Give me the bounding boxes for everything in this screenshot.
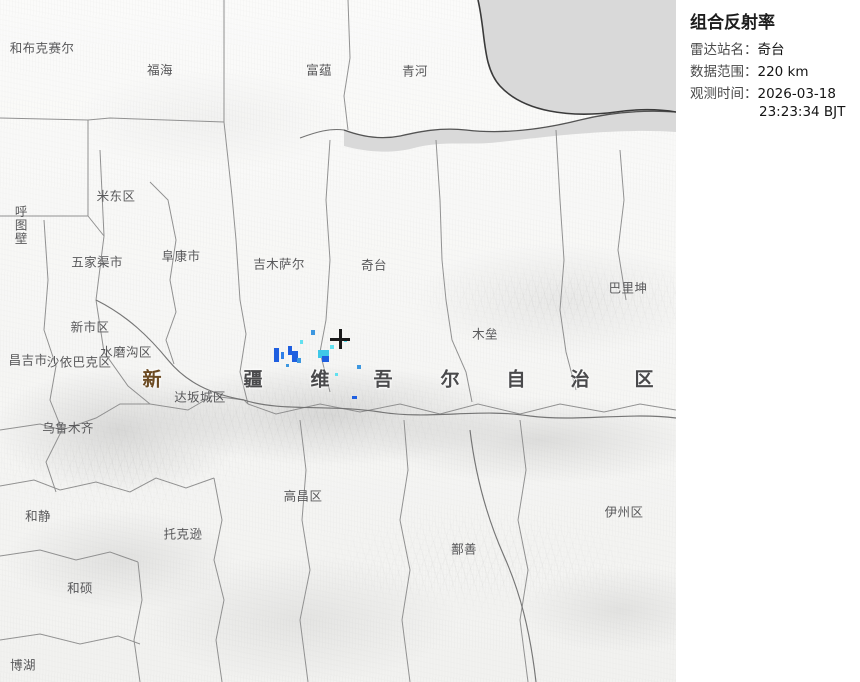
- radar-echo-cell: [274, 348, 279, 362]
- map-label: 和静: [25, 508, 51, 524]
- metadata-row: 数据范围：220 km: [690, 60, 809, 80]
- radar-echo-cell: [311, 330, 315, 335]
- map-label: 昌吉市: [8, 352, 48, 368]
- map-label: 乌鲁木齐: [42, 420, 94, 436]
- province-char: 自: [506, 368, 526, 391]
- province-char: 维: [310, 368, 330, 391]
- radar-echo-cell: [318, 350, 329, 358]
- map-label: 水磨沟区: [100, 344, 152, 360]
- map-label: 木垒: [472, 326, 498, 342]
- map-label: 新市区: [70, 319, 110, 335]
- map-label: 五家渠市: [71, 254, 123, 270]
- metadata-key: 观测时间：: [690, 86, 758, 102]
- map-label: 吉木萨尔: [253, 256, 305, 272]
- map-label: 鄯善: [451, 541, 477, 557]
- map-label: 米东区: [96, 188, 136, 204]
- radar-echo-cell: [330, 345, 334, 349]
- map-label: 伊州区: [604, 504, 644, 520]
- map-label: 托克逊: [163, 526, 203, 542]
- map-label: 福海: [147, 62, 173, 78]
- map-label: 呼图壁: [12, 204, 28, 246]
- radar-echo-cell: [281, 352, 284, 359]
- metadata-key: 雷达站名：: [690, 42, 758, 58]
- map-label: 博湖: [10, 657, 36, 673]
- map-label: 沙依巴克区: [46, 354, 112, 370]
- province-char: 区: [634, 368, 654, 391]
- map-label: 达坂城区: [174, 389, 226, 405]
- radar-echo-cell: [352, 396, 357, 399]
- province-char: 疆: [243, 368, 263, 391]
- radar-echo-cell: [286, 364, 289, 367]
- administrative-boundaries: [0, 0, 676, 682]
- map-label: 富蕴: [306, 62, 332, 78]
- map-label: 青河: [402, 63, 428, 79]
- metadata-value: 奇台: [757, 42, 785, 58]
- info-panel: 组合反射率 雷达站名：奇台 数据范围：220 km 观测时间：2026-03-18 2…: [676, 0, 860, 682]
- metadata-row: 观测时间：2026-03-18: [690, 82, 836, 102]
- radar-echo-cell: [357, 365, 361, 369]
- radar-map-canvas[interactable]: 新 疆 维 吾 尔 自 治 区 和布克赛尔福海 富蕴 青河呼图壁 米东区五家渠市 阜康市吉木萨尔 奇台巴…: [0, 0, 676, 682]
- province-char: 尔: [440, 368, 460, 391]
- product-title: 组合反射率: [690, 13, 775, 33]
- radar-echo-cell: [297, 358, 301, 363]
- map-label: 奇台: [361, 257, 387, 273]
- map-label: 和布克赛尔: [9, 40, 75, 56]
- metadata-key: 数据范围：: [690, 64, 758, 80]
- metadata-row: 23:23:34 BJT: [690, 104, 845, 120]
- radar-echo-cell: [335, 373, 338, 376]
- map-label: 高昌区: [283, 488, 323, 504]
- radar-echo-cell: [344, 339, 347, 342]
- map-label: 阜康市: [161, 248, 201, 264]
- province-char: 治: [570, 368, 590, 391]
- map-label: 巴里坤: [608, 280, 648, 296]
- metadata-value: 2026-03-18: [757, 86, 836, 102]
- radar-echo-cell: [300, 340, 303, 344]
- metadata-row: 雷达站名：奇台: [690, 38, 785, 58]
- radar-echo-cell: [292, 351, 298, 362]
- province-char: 吾: [373, 368, 393, 391]
- cross-vertical-bar: [338, 329, 342, 349]
- province-char: 新: [142, 368, 162, 391]
- radar-echo-cell: [288, 346, 292, 355]
- map-label: 和硕: [67, 580, 93, 596]
- radar-echo-cell: [322, 356, 329, 362]
- metadata-value: 220 km: [757, 64, 809, 80]
- metadata-value: 23:23:34 BJT: [759, 104, 846, 120]
